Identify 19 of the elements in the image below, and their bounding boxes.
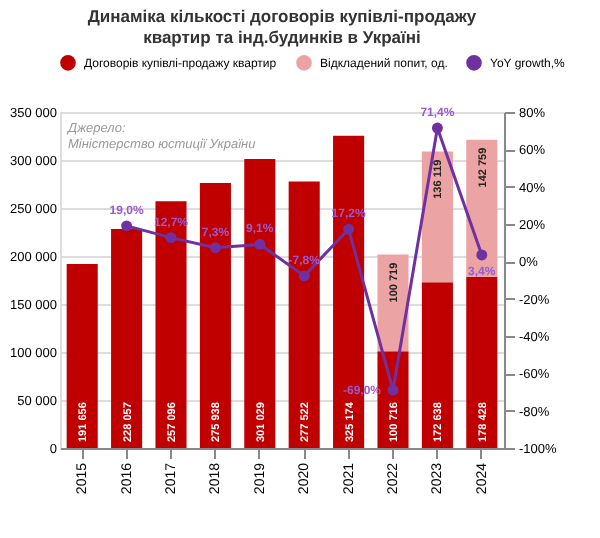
point (387, 384, 399, 396)
bar (199, 183, 231, 448)
text: квартир та інд.будинків в Україні (143, 27, 421, 47)
bar (244, 159, 276, 448)
point (298, 270, 310, 282)
point (121, 220, 133, 232)
bar (288, 181, 320, 448)
point (165, 232, 177, 244)
text: Динаміка кількості договорів купівлі-продажу (87, 6, 477, 26)
bar (421, 282, 453, 448)
bar (111, 229, 143, 448)
bar (155, 201, 187, 448)
point (343, 223, 355, 235)
point (209, 242, 221, 254)
point (476, 249, 488, 261)
point (254, 238, 266, 250)
point (431, 122, 443, 134)
bar (466, 276, 498, 448)
bar (66, 264, 98, 448)
